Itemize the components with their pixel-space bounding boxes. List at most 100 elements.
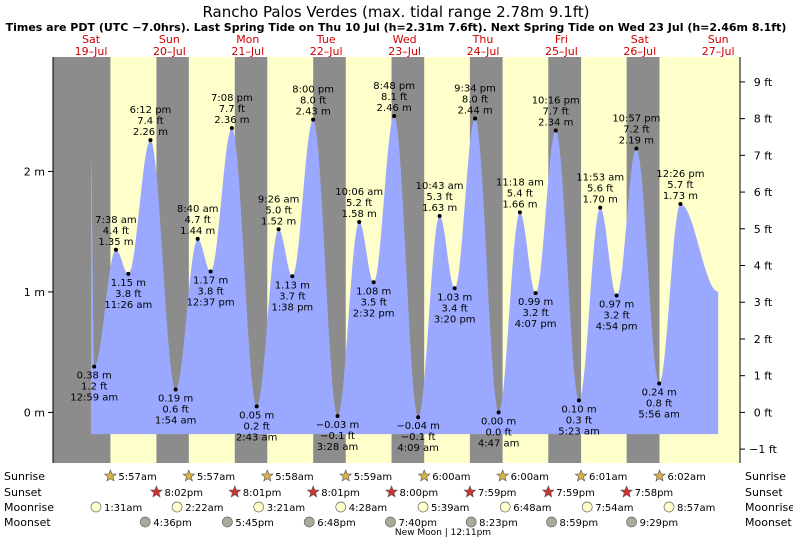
- moonrise-time: 5:39am: [431, 503, 469, 514]
- extreme-ft: 7.7 ft: [219, 104, 245, 115]
- moonrise-icon: [499, 501, 511, 513]
- extreme-time: 1:54 am: [155, 416, 197, 427]
- extreme-time: 6:12 pm: [130, 105, 172, 116]
- extreme-time: 8:48 pm: [373, 81, 415, 92]
- sunset-icon: [463, 485, 477, 498]
- sunset-time: 7:58pm: [635, 488, 674, 499]
- moonset-icon: [303, 516, 315, 528]
- row-label-right: Sunrise: [745, 470, 786, 483]
- moonrise-icon: [663, 501, 675, 513]
- tide-area-path: [91, 116, 719, 435]
- extreme-time: 11:53 am: [576, 173, 624, 184]
- sunrise-icon: [182, 469, 196, 482]
- extreme-ft: 7.4 ft: [137, 116, 163, 127]
- day-name: Sun: [159, 33, 180, 46]
- extreme-ft: 5.4 ft: [507, 188, 533, 199]
- extreme-dot: [678, 201, 683, 206]
- extreme-time: 3:20 pm: [434, 314, 476, 325]
- extreme-m: 2.34 m: [538, 117, 573, 128]
- sunrise-time: 5:59am: [354, 472, 392, 483]
- extreme-m: 2.44 m: [457, 105, 492, 116]
- extreme-dot: [614, 293, 619, 298]
- moonset-icon: [465, 516, 477, 528]
- extreme-m: 1.44 m: [180, 226, 215, 237]
- moonrise-icon: [90, 501, 102, 513]
- right-tick-label: 7 ft: [754, 149, 773, 162]
- extreme-dot: [598, 205, 603, 210]
- extreme-dot: [473, 116, 478, 121]
- left-tick-label: 0 m: [24, 406, 45, 419]
- right-tick-label: 8 ft: [754, 113, 773, 126]
- extreme-m: 0.19 m: [158, 394, 193, 405]
- extreme-time: 10:06 am: [335, 187, 383, 198]
- moonrise-time: 4:28am: [349, 503, 387, 514]
- extreme-dot: [173, 387, 178, 392]
- extreme-time: 12:26 pm: [656, 169, 704, 180]
- row-label-left: Sunset: [4, 486, 42, 499]
- extreme-m: 1.13 m: [275, 280, 310, 291]
- extreme-m: 1.17 m: [193, 275, 228, 286]
- extreme-ft: 3.2 ft: [603, 311, 629, 322]
- day-name: Wed: [393, 33, 417, 46]
- extreme-m: 0.38 m: [77, 371, 112, 382]
- moonset-icon: [139, 516, 151, 528]
- day-headers: Sat19–JulSun20–JulMon21–JulTue22–JulWed2…: [75, 33, 735, 58]
- right-tick-label: 0 ft: [754, 406, 773, 419]
- chart-title: Rancho Palos Verdes (max. tidal range 2.…: [202, 3, 589, 21]
- sunset-time: 8:01pm: [243, 488, 282, 499]
- extreme-ft: 4.7 ft: [185, 215, 211, 226]
- extreme-ft: 0.3 ft: [566, 415, 592, 426]
- day-date: 23–Jul: [388, 45, 421, 58]
- extreme-ft: 5.0 ft: [265, 205, 291, 216]
- extreme-time: 4:54 pm: [596, 322, 638, 333]
- moonrise-time: 2:22am: [185, 503, 223, 514]
- day-date: 20–Jul: [153, 45, 186, 58]
- sunrise-icon: [417, 469, 431, 482]
- extreme-dot: [208, 269, 213, 274]
- moonset-time: 9:29pm: [640, 518, 679, 529]
- extreme-dot: [229, 126, 234, 131]
- extreme-dot: [254, 404, 259, 409]
- extreme-time: 8:00 pm: [292, 85, 334, 96]
- sunrise-time: 6:00am: [511, 472, 549, 483]
- row-label-right: Moonrise: [745, 501, 793, 514]
- day-name: Sun: [708, 33, 729, 46]
- extreme-m: −0.04 m: [396, 421, 440, 432]
- extreme-time: 9:34 pm: [454, 83, 496, 94]
- moonset-icon: [626, 516, 637, 528]
- moonrise-icon: [253, 501, 265, 513]
- moonrise-time: 7:54am: [595, 503, 633, 514]
- sunrise-time: 5:57am: [197, 472, 235, 483]
- extreme-ft: 3.8 ft: [197, 286, 223, 297]
- extreme-dot: [576, 398, 581, 403]
- moonrise-time: 6:48am: [513, 503, 551, 514]
- right-tick-label: 1 ft: [754, 370, 773, 383]
- sunrise-time: 6:02am: [668, 472, 706, 483]
- extreme-time: 7:38 am: [95, 215, 137, 226]
- sunset-time: 7:59pm: [478, 488, 517, 499]
- moonset-icon: [385, 516, 396, 528]
- extreme-ft: 3.4 ft: [442, 303, 468, 314]
- moonrise-icon: [171, 501, 183, 513]
- right-tick-label: 3 ft: [754, 296, 773, 309]
- astro-rows: Sunrise Sunrise Sunset Sunset Moonrise Moonri…: [4, 469, 793, 538]
- extreme-dot: [113, 247, 118, 252]
- sunrise-icon: [653, 469, 666, 482]
- extreme-time: 8:40 am: [177, 204, 219, 215]
- extreme-ft: 3.2 ft: [522, 308, 548, 319]
- extreme-ft: 7.7 ft: [543, 106, 569, 117]
- extreme-ft: 5.6 ft: [587, 184, 613, 195]
- left-tick-label: 2 m: [24, 165, 45, 178]
- sunset-time: 8:02pm: [164, 488, 203, 499]
- extreme-ft: 0.6 ft: [162, 405, 188, 416]
- right-tick-label: −1 ft: [749, 443, 777, 456]
- row-label-left: Sunrise: [4, 470, 45, 483]
- row-label-right: Sunset: [745, 486, 783, 499]
- left-tick-label: 1 m: [24, 286, 45, 299]
- extreme-dot: [290, 274, 295, 279]
- sunrise-icon: [496, 469, 510, 482]
- day-date: 24–Jul: [467, 45, 500, 58]
- moonset-time: 8:23pm: [479, 518, 518, 529]
- sunrise-time: 5:58am: [275, 472, 313, 483]
